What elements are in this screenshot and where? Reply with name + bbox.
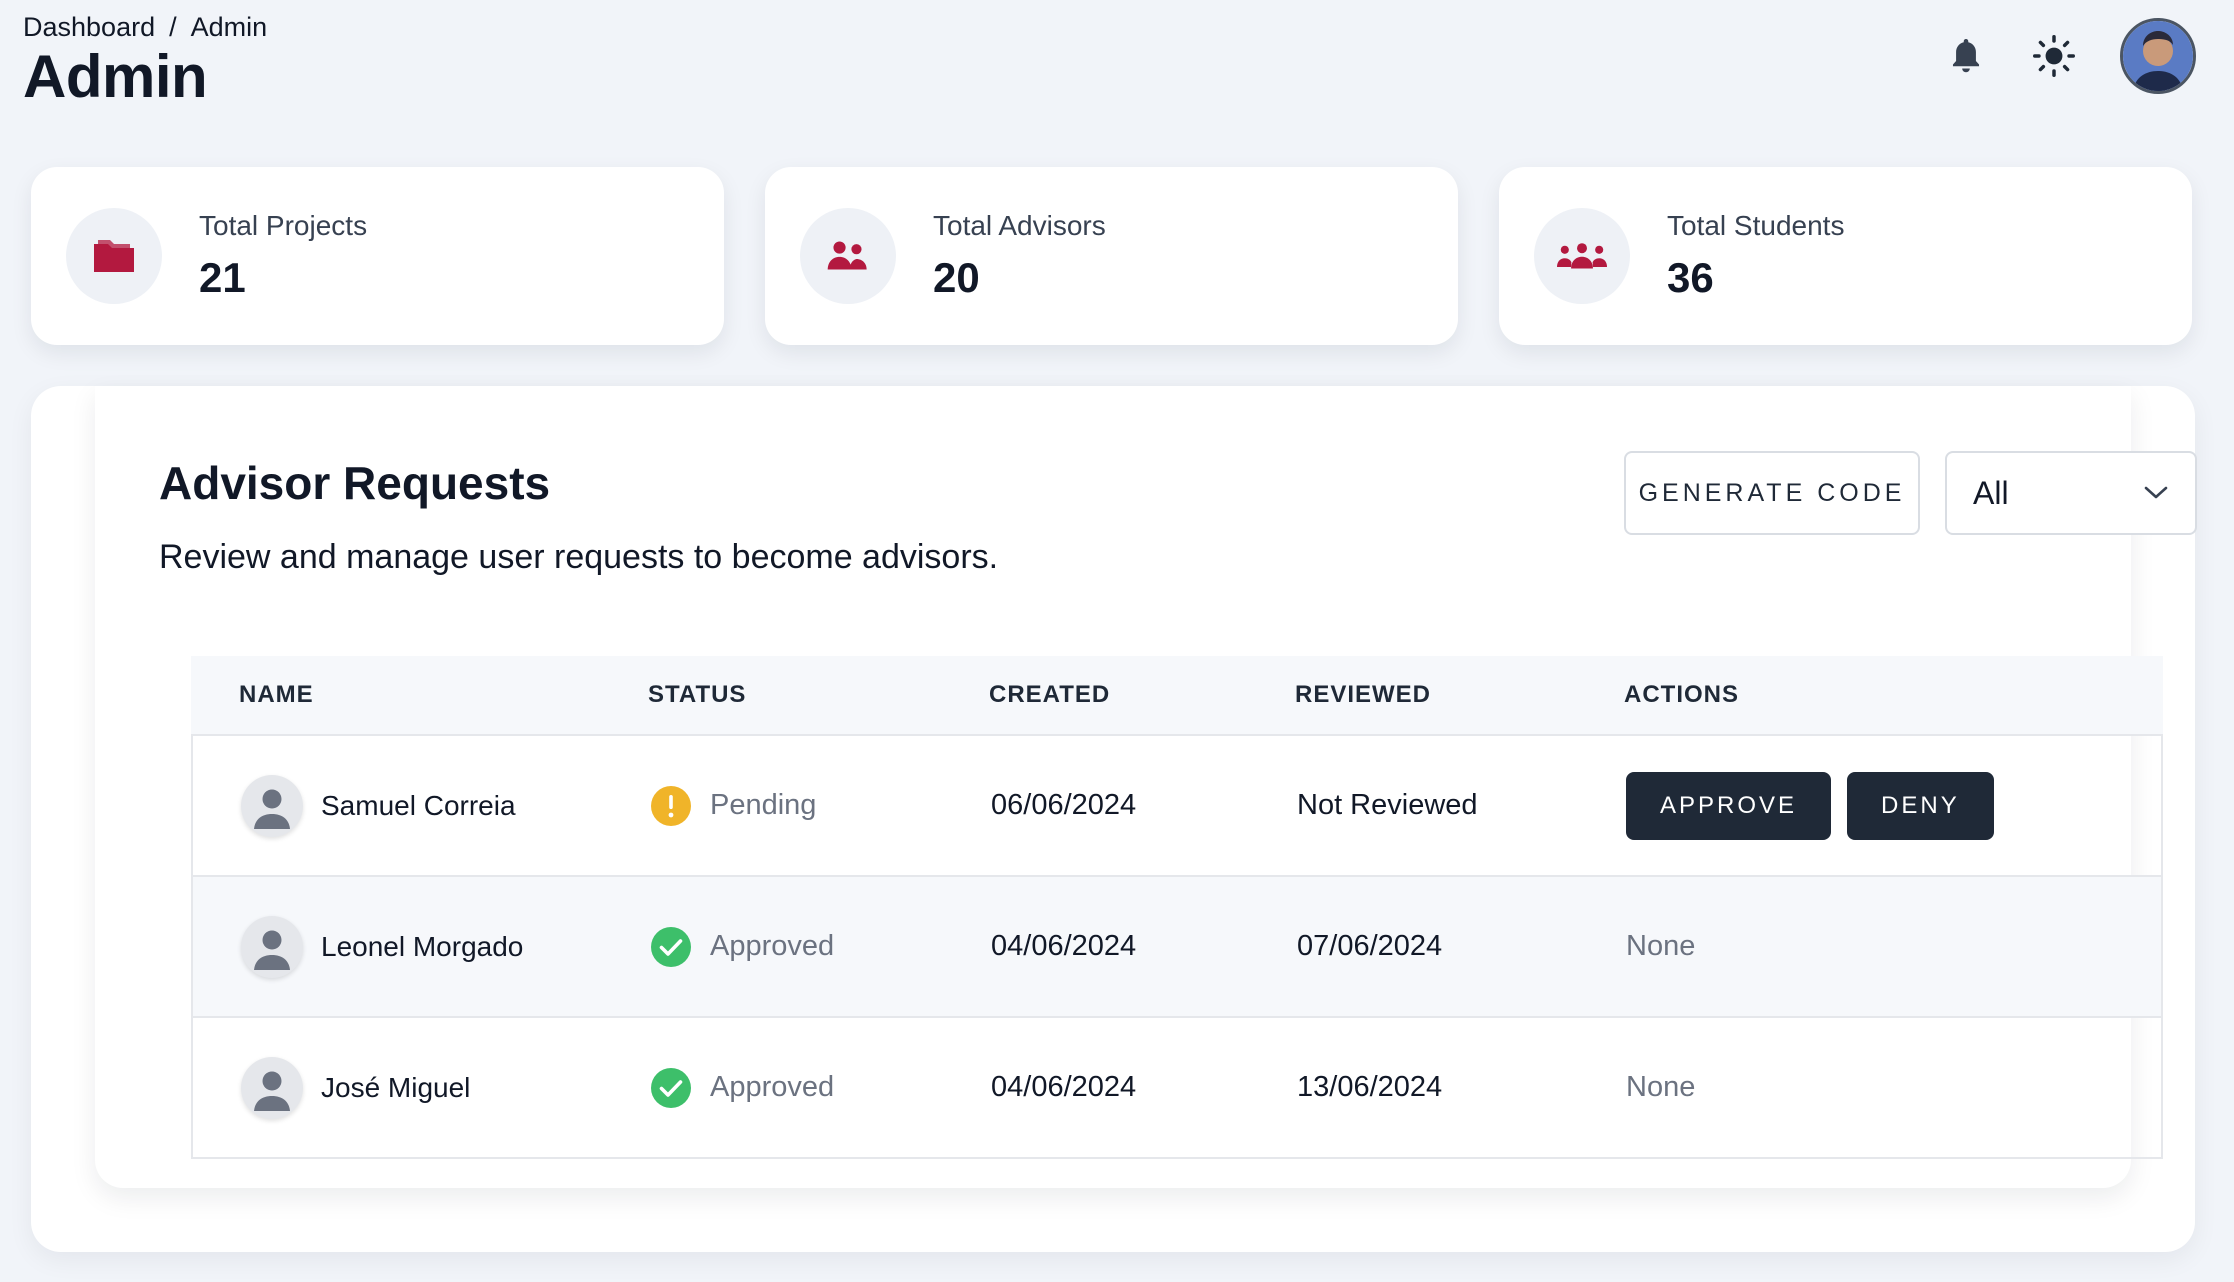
requests-table: NAME STATUS CREATED REVIEWED ACTIONS Sam… <box>191 656 2163 1159</box>
column-header-actions: ACTIONS <box>1624 681 1739 708</box>
user-avatar-icon <box>241 915 303 978</box>
column-header-status: STATUS <box>648 681 747 708</box>
user-name: José Miguel <box>321 1071 471 1103</box>
stat-label: Total Projects <box>199 210 368 241</box>
created-date: 04/06/2024 <box>991 1071 1137 1103</box>
pending-icon <box>651 785 691 826</box>
user-avatar[interactable] <box>2120 18 2196 94</box>
stat-card-students: Total Students 36 <box>1499 167 2192 345</box>
column-header-reviewed: REVIEWED <box>1295 681 1432 708</box>
table-body: Samuel Correia Pending 06/06/2024 Not Re… <box>191 736 2163 1159</box>
stats-row: Total Projects 21 Total Advisors 20 <box>31 167 2192 345</box>
created-date: 04/06/2024 <box>991 930 1137 962</box>
stat-value: 21 <box>199 254 246 301</box>
chevron-down-icon <box>2144 486 2168 499</box>
actions-none: None <box>1626 1071 1696 1103</box>
column-header-created: CREATED <box>989 681 1111 708</box>
advisor-requests-card: Advisor Requests Review and manage user … <box>95 386 2197 1188</box>
table-row: Samuel Correia Pending 06/06/2024 Not Re… <box>193 736 2161 875</box>
stat-label: Total Advisors <box>933 210 1106 241</box>
generate-code-button[interactable]: GENERATE CODE <box>1624 451 1920 535</box>
header-actions <box>1944 18 2196 94</box>
status-text: Pending <box>710 789 817 821</box>
deny-button[interactable]: DENY <box>1847 771 1994 840</box>
breadcrumb: Dashboard / Admin <box>23 12 267 43</box>
breadcrumb-separator: / <box>169 12 177 42</box>
table-row: José Miguel Approved 04/06/2024 13/06/20… <box>193 1016 2161 1157</box>
status-text: Approved <box>710 1071 835 1103</box>
reviewed-date: 13/06/2024 <box>1297 1071 1443 1103</box>
created-date: 06/06/2024 <box>991 789 1137 821</box>
sun-icon[interactable] <box>2032 34 2076 78</box>
column-header-name: NAME <box>239 681 314 708</box>
user-name: Leonel Morgado <box>321 930 524 962</box>
stat-card-projects: Total Projects 21 <box>31 167 724 345</box>
folder-icon <box>66 208 162 304</box>
user-avatar-icon <box>241 774 303 837</box>
check-circle-icon <box>651 1067 691 1108</box>
reviewed-date: Not Reviewed <box>1297 789 1478 821</box>
stat-label: Total Students <box>1667 210 1845 241</box>
advisor-requests-panel: Advisor Requests Review and manage user … <box>31 386 2197 1252</box>
stat-card-advisors: Total Advisors 20 <box>765 167 1458 345</box>
breadcrumb-dashboard-link[interactable]: Dashboard <box>23 12 156 42</box>
table-row: Leonel Morgado Approved 04/06/2024 07/06… <box>193 875 2161 1016</box>
check-circle-icon <box>651 926 691 967</box>
actions-none: None <box>1626 930 1696 962</box>
user-avatar-icon <box>241 1056 303 1119</box>
table-header: NAME STATUS CREATED REVIEWED ACTIONS <box>191 656 2163 736</box>
user-name: Samuel Correia <box>321 789 516 821</box>
section-subtitle: Review and manage user requests to becom… <box>159 538 999 576</box>
stat-value: 36 <box>1667 254 1714 301</box>
status-filter-select[interactable]: All <box>1945 451 2197 535</box>
reviewed-date: 07/06/2024 <box>1297 930 1443 962</box>
status-filter-value: All <box>1973 474 2009 511</box>
section-title: Advisor Requests <box>159 457 551 509</box>
bell-icon[interactable] <box>1944 34 1988 78</box>
approve-button[interactable]: APPROVE <box>1626 771 1832 840</box>
breadcrumb-current: Admin <box>190 12 268 42</box>
status-text: Approved <box>710 930 835 962</box>
users-icon <box>800 208 896 304</box>
stat-value: 20 <box>933 254 980 301</box>
page-title: Admin <box>23 43 208 110</box>
user-group-icon <box>1534 208 1630 304</box>
